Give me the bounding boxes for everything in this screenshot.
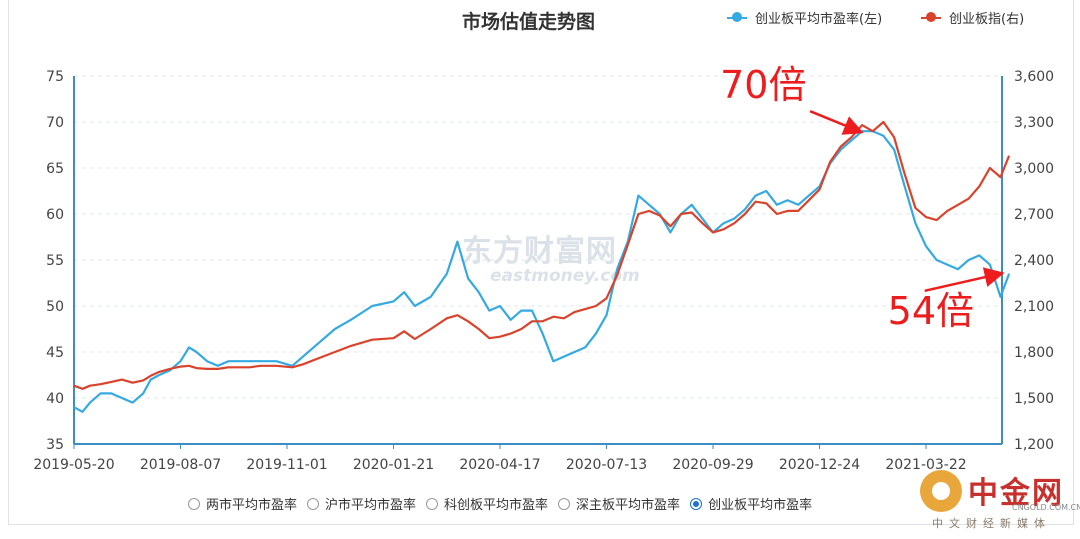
x-axis-tick: 2019-11-01 [246,457,327,473]
legend-label-pe: 创业板平均市盈率(左) [755,12,883,27]
chart-title: 市场估值走势图 [462,11,596,33]
x-axis-tick: 2020-01-21 [353,457,434,473]
radio-button[interactable] [426,497,439,510]
legend-marker-icon [921,11,941,22]
radio-button[interactable] [558,497,571,510]
x-axis-tick: 2019-08-07 [140,457,221,473]
radio-label: 沪市平均市盈率 [325,498,417,513]
annotation-arrow [809,110,864,135]
x-axis-tick: 2019-05-20 [33,457,114,473]
legend-item-pe[interactable]: 创业板平均市盈率(左) [727,8,882,27]
left-axis-tick: 50 [46,299,64,315]
site-logo: 中金网 CNGOLD.COM.CN 中文财经新媒体 [920,468,1080,530]
left-axis-tick: 70 [46,115,64,131]
x-axis-tick: 2020-09-29 [672,457,753,473]
right-axis-tick: 3,300 [1014,115,1054,131]
left-axis-tick: 55 [46,253,64,269]
chart-frame [8,0,1074,525]
logo-text: 中金网 [968,476,1064,511]
radio-button[interactable] [307,497,320,510]
right-axis-tick: 2,700 [1014,207,1054,223]
watermark-subtitle: eastmoney.com [490,266,640,286]
x-axis-tick: 2020-07-13 [566,457,647,473]
metric-radio-group: 两市平均市盈率 沪市平均市盈率 科创板平均市盈率 深主板平均市盈率 创业板平均市盈率 [188,494,822,513]
radio-button[interactable] [188,497,200,510]
x-axis-tick: 2020-04-17 [459,457,540,473]
radio-label: 深主板平均市盈率 [576,498,681,513]
right-axis-tick: 2,400 [1014,253,1054,269]
radio-button[interactable] [690,497,703,510]
logo-mark-icon [920,470,962,512]
radio-label: 两市平均市盈率 [206,498,298,513]
watermark-title: 东方财富网 [462,234,617,269]
radio-option[interactable]: 创业板平均市盈率 [690,494,812,513]
left-axis-tick: 40 [46,391,64,407]
right-axis-tick: 1,800 [1014,345,1054,361]
right-axis-tick: 1,500 [1014,391,1054,407]
x-axis-tick: 2020-12-24 [779,457,860,473]
legend-label-index: 创业板指(右) [949,12,1025,27]
radio-option[interactable]: 科创板平均市盈率 [426,494,548,513]
left-axis-tick: 75 [46,69,64,85]
left-axis-tick: 35 [46,437,64,453]
legend-item-index[interactable]: 创业板指(右) [921,8,1024,27]
right-axis-tick: 3,000 [1014,161,1054,177]
series-line-index [73,120,1011,390]
right-axis-tick: 2,100 [1014,299,1054,315]
left-axis-tick: 45 [46,345,64,361]
radio-label: 科创板平均市盈率 [444,498,549,513]
annotation-label: 54倍 [888,289,974,333]
x-axis-tick: 2021-03-22 [885,457,966,473]
radio-option[interactable]: 深主板平均市盈率 [558,494,680,513]
annotation-arrow [924,267,1005,293]
radio-label: 创业板平均市盈率 [708,498,813,513]
watermark: 东方财富网 eastmoney.com [462,226,640,286]
radio-option[interactable]: 两市平均市盈率 [188,494,297,513]
annotation-label: 70倍 [720,63,806,107]
left-axis-tick: 65 [46,161,64,177]
right-axis-tick: 1,200 [1014,437,1054,453]
legend-marker-icon [727,11,747,22]
radio-option[interactable]: 沪市平均市盈率 [307,494,416,513]
left-axis-tick: 60 [46,207,64,223]
logo-domain: CNGOLD.COM.CN [1012,503,1080,512]
logo-tagline: 中文财经新媒体 [932,517,1051,530]
right-axis-tick: 3,600 [1014,69,1054,85]
